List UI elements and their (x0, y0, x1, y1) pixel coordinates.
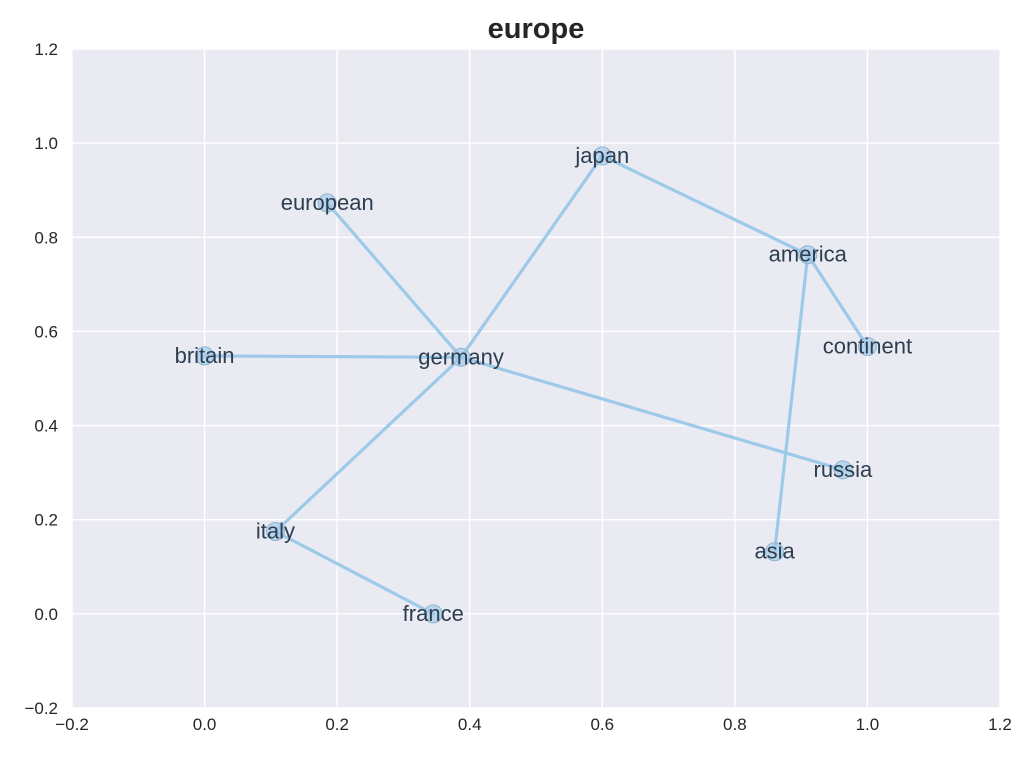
node-japan (592, 146, 612, 166)
x-tick-label: 0.8 (723, 715, 747, 734)
y-axis-ticks: −0.2 0.0 0.2 0.4 0.6 0.8 1.0 1.2 (24, 40, 58, 718)
node-russia (833, 460, 853, 480)
node-label-japan: japan (574, 143, 629, 168)
x-tick-label: 1.0 (856, 715, 880, 734)
edge-european-germany (325, 201, 463, 359)
node-continent (857, 336, 877, 356)
node-label-britain: britain (175, 343, 235, 368)
edge-america-continent (806, 253, 870, 349)
node-britain (195, 346, 215, 366)
edge-germany-russia (459, 355, 845, 472)
node-italy (265, 521, 285, 541)
x-tick-label: 0.6 (590, 715, 614, 734)
x-tick-label: 1.2 (988, 715, 1012, 734)
node-european (317, 193, 337, 213)
grid-lines (71, 48, 1001, 709)
x-tick-label: 0.4 (458, 715, 482, 734)
y-tick-label: 0.4 (34, 417, 58, 436)
chart-title: europe (488, 13, 585, 45)
y-tick-label: 0.0 (34, 605, 58, 624)
node-asia (765, 542, 785, 562)
edges (202, 154, 870, 616)
edge-germany-italy (273, 355, 463, 534)
y-tick-label: 1.0 (34, 134, 58, 153)
node-label-continent: continent (823, 333, 912, 358)
edge-germany-japan (459, 154, 604, 359)
y-tick-label: 0.6 (34, 322, 58, 341)
node-label-america: america (769, 242, 848, 267)
x-tick-label: 0.2 (325, 715, 349, 734)
node-label-asia: asia (754, 539, 795, 564)
edge-america-asia (773, 253, 810, 554)
node-germany (451, 347, 471, 367)
x-tick-label: 0.0 (193, 715, 217, 734)
y-tick-label: 0.8 (34, 228, 58, 247)
node-america (798, 245, 818, 265)
y-tick-label: −0.2 (24, 699, 58, 718)
node-label-germany: germany (418, 344, 504, 369)
node-label-france: france (403, 601, 464, 626)
x-axis-ticks: −0.2 0.0 0.2 0.4 0.6 0.8 1.0 1.2 (55, 715, 1012, 734)
edge-britain-germany (202, 354, 463, 359)
y-tick-label: 0.2 (34, 511, 58, 530)
nodes (195, 146, 877, 624)
node-label-italy: italy (256, 518, 295, 543)
x-tick-label: −0.2 (55, 715, 89, 734)
edge-italy-france (273, 529, 435, 616)
edge-japan-america (600, 154, 810, 257)
node-label-european: european (281, 190, 374, 215)
node-label-russia: russia (814, 457, 873, 482)
node-labels: germany britain european japan america contin… (175, 143, 912, 626)
node-france (423, 604, 443, 624)
y-tick-label: 1.2 (34, 40, 58, 59)
